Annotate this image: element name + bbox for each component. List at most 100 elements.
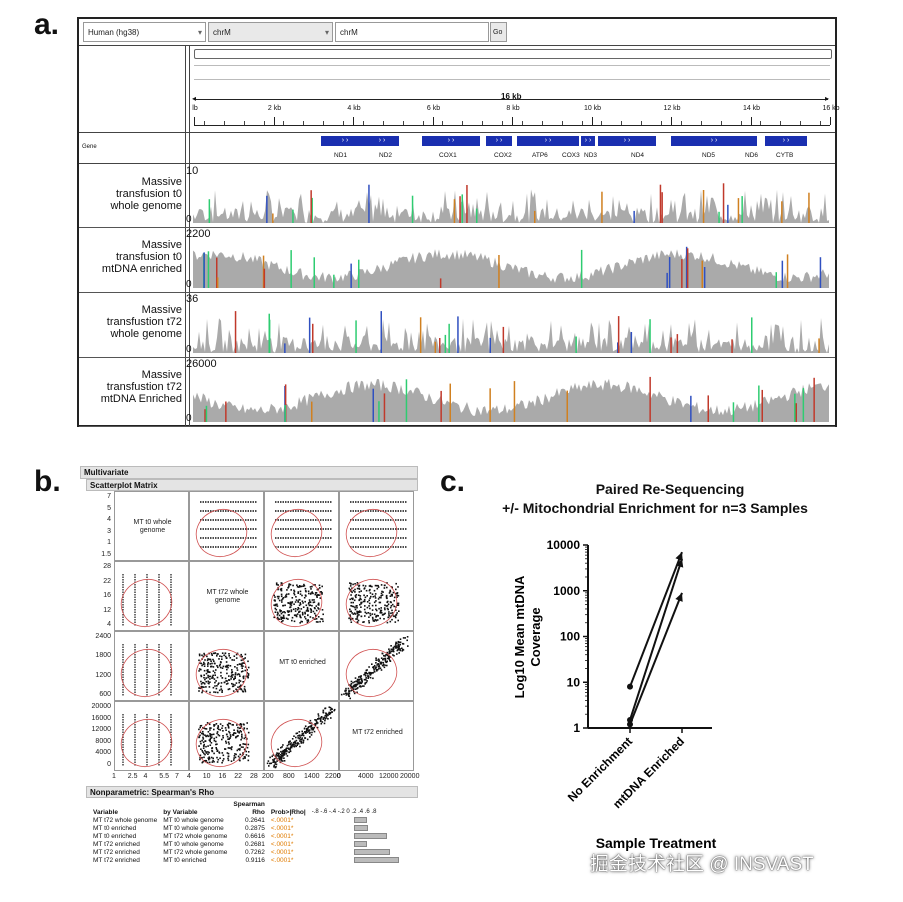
row-tick-label: 20000 bbox=[91, 703, 111, 710]
row-by-variable: MT t0 whole genome bbox=[163, 824, 224, 832]
row-variable: MT t72 whole genome bbox=[93, 816, 158, 824]
scatter-cell-plot bbox=[270, 579, 324, 627]
track-divider bbox=[79, 426, 835, 427]
table-row[interactable]: MT t72 enriched MT t0 whole genome 0.2681 <… bbox=[90, 840, 405, 848]
multivariate-header-label: Multivariate bbox=[84, 468, 129, 477]
ruler-minor-tick bbox=[243, 121, 245, 125]
chromosome-ideogram[interactable] bbox=[194, 49, 832, 59]
ruler-minor-tick bbox=[402, 121, 404, 125]
track-label-line: Massive bbox=[141, 369, 182, 381]
ruler-minor-tick bbox=[482, 121, 484, 125]
arrow-left-icon: ◂ bbox=[192, 94, 197, 103]
multivariate-header[interactable]: Multivariate bbox=[80, 466, 418, 479]
col-tick-label: 22 bbox=[234, 773, 243, 780]
panel-label-a: a. bbox=[34, 8, 60, 41]
ruler-tick bbox=[432, 117, 434, 125]
scatterplot-matrix-header[interactable]: Scatterplot Matrix bbox=[86, 479, 418, 491]
matrix-cell bbox=[114, 701, 189, 771]
col-header-rho: Rho bbox=[252, 808, 265, 816]
row-tick-label: 1.5 bbox=[101, 551, 111, 558]
coverage-track-plot[interactable] bbox=[193, 357, 833, 426]
ruler-tick-label: 12 kb bbox=[663, 105, 681, 112]
row-tick-label: 28 bbox=[103, 563, 111, 570]
row-rho: 0.7262 bbox=[244, 848, 265, 856]
ruler-minor-tick bbox=[760, 121, 762, 125]
row-by-variable: MT t0 enriched bbox=[163, 856, 207, 864]
table-row[interactable]: MT t0 enriched MT t72 whole genome 0.6616 <… bbox=[90, 832, 405, 840]
table-row[interactable]: MT t72 enriched MT t72 whole genome 0.7262… bbox=[90, 848, 405, 856]
row-variable: MT t0 enriched bbox=[93, 824, 137, 832]
ruler-minor-tick bbox=[800, 121, 802, 125]
ruler-minor-tick bbox=[740, 121, 742, 125]
track-divider bbox=[79, 292, 835, 293]
coverage-track-plot[interactable] bbox=[193, 292, 833, 357]
row-by-variable: MT t72 whole genome bbox=[163, 832, 228, 840]
ruler-minor-tick bbox=[581, 121, 583, 125]
row-prob: <.0001* bbox=[270, 848, 294, 856]
track-min-label: 0 bbox=[186, 344, 192, 355]
ruler-tick bbox=[512, 117, 513, 125]
gene-track: › › › › › › › › › › › › › › › › › › ND1 ND2 COX1 COX… bbox=[194, 133, 830, 163]
gene-feature: › › bbox=[365, 136, 399, 146]
track-max-label: 10 bbox=[186, 165, 199, 177]
gene-label: ND6 bbox=[745, 152, 759, 159]
row-rho-bar-cell bbox=[309, 848, 405, 856]
matrix-cell: MT t72 enriched bbox=[339, 701, 414, 771]
locus-input-value: chrM bbox=[340, 28, 358, 37]
col-header-bar-ticks: -.8 -.6 -.4 -.2 0 .2 .4 .6 .8 bbox=[311, 809, 377, 815]
row-tick-label: 4 bbox=[107, 621, 111, 628]
coverage-track-plot[interactable] bbox=[193, 164, 833, 227]
track-min-label: 0 bbox=[186, 279, 192, 290]
rho-bar bbox=[353, 817, 367, 823]
row-tick-label: 0 bbox=[107, 761, 111, 768]
gene-feature: › › bbox=[321, 136, 369, 146]
gene-track-label: Gene bbox=[82, 144, 97, 150]
y-axis-label: Log10 Mean mtDNACoverage bbox=[512, 575, 543, 698]
spearman-header[interactable]: Nonparametric: Spearman's Rho bbox=[86, 786, 418, 798]
locus-input[interactable]: chrM bbox=[335, 22, 489, 42]
chromosome-dropdown-label: chrM bbox=[213, 28, 231, 37]
ruler-tick-label: 10 kb bbox=[583, 105, 602, 112]
coverage-track-plot[interactable] bbox=[193, 227, 833, 292]
ruler-divider bbox=[79, 132, 835, 133]
row-tick-label: 16 bbox=[103, 592, 111, 599]
matrix-cell: MT t72 whole genome bbox=[189, 561, 264, 631]
ruler-tick-label: 16 kb bbox=[822, 105, 840, 112]
gene-feature: › › bbox=[486, 136, 512, 146]
ruler-tick-label: 14 kb bbox=[742, 105, 761, 112]
scatter-cell-plot bbox=[120, 714, 173, 767]
coverage-tracks: Massive transfusion t0 whole genome 10 0 Mass… bbox=[79, 164, 835, 427]
chromosome-dropdown[interactable]: chrM ▾ bbox=[208, 22, 333, 42]
ruler-minor-tick bbox=[621, 121, 623, 125]
y-axis-label-line: Coverage bbox=[528, 607, 543, 666]
go-button[interactable]: Go bbox=[490, 22, 507, 42]
col-tick-label: 1 bbox=[112, 773, 116, 780]
panel-divider[interactable] bbox=[185, 46, 190, 426]
table-row[interactable]: MT t0 enriched MT t0 whole genome 0.2875 <.… bbox=[90, 824, 405, 832]
row-prob: <.0001* bbox=[270, 840, 294, 848]
table-row[interactable]: MT t72 whole genome MT t0 whole genome 0.2… bbox=[90, 816, 405, 824]
scatter-cell-plot bbox=[345, 501, 407, 557]
genome-dropdown[interactable]: Human (hg38) ▾ bbox=[83, 22, 206, 42]
chart-subtitle: +/- Mitochondrial Enrichment for n=3 Sam… bbox=[502, 500, 808, 516]
genome-dropdown-label: Human (hg38) bbox=[88, 28, 140, 37]
ruler-minor-tick bbox=[641, 121, 643, 125]
gene-feature: › › bbox=[422, 136, 480, 146]
matrix-diagonal-label: MT t0 enriched bbox=[279, 659, 326, 666]
matrix-cell bbox=[339, 561, 414, 631]
col-tick-label: 2200 bbox=[325, 773, 341, 780]
table-row[interactable]: MT t72 enriched MT t0 enriched 0.9116 <.000… bbox=[90, 856, 405, 864]
gene-feature: › › bbox=[581, 136, 595, 146]
track-label: Massive transfustion t72 mtDNA Enriched bbox=[81, 369, 182, 405]
row-tick-label: 5 bbox=[107, 504, 111, 512]
ruler-tick bbox=[591, 117, 593, 125]
ruler-tick-label: 6 kb bbox=[426, 105, 441, 112]
matrix-diagonal-label: MT t72 whole genome bbox=[206, 589, 249, 604]
col-tick-label: 4 bbox=[143, 773, 148, 780]
matrix-cell bbox=[339, 491, 414, 561]
row-prob: <.0001* bbox=[270, 824, 294, 832]
row-prob: <.0001* bbox=[270, 856, 294, 864]
gene-label: ND2 bbox=[379, 152, 393, 159]
gene-label: ND5 bbox=[702, 152, 716, 159]
